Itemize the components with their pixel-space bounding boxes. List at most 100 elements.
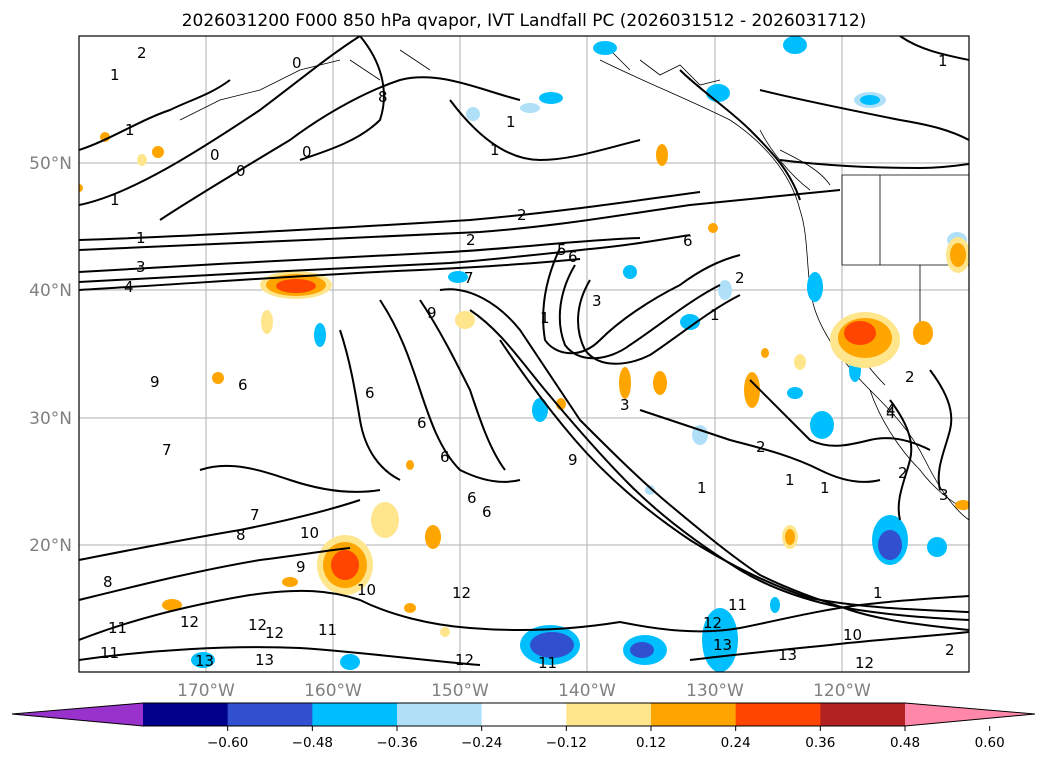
contour-label: 2 (137, 44, 147, 62)
contour-label: 13 (255, 651, 274, 669)
colorbar-segment (143, 703, 229, 726)
contour-label: 2 (905, 368, 915, 386)
contour-label: 7 (162, 441, 172, 459)
contour-label: 2 (898, 464, 908, 482)
colorbar-segment (397, 703, 483, 726)
contour-label: 3 (136, 258, 146, 276)
vapor-contours (79, 36, 969, 666)
colorbar-segment (481, 703, 567, 726)
contour-label: 10 (300, 524, 319, 542)
contour-label: 9 (150, 373, 160, 391)
contour-label: 1 (136, 229, 146, 247)
contour-label: 12 (265, 624, 284, 642)
contour-label: 11 (538, 654, 557, 672)
map-title: 2026031200 F000 850 hPa qvapor, IVT Land… (182, 11, 867, 31)
contour-label: 6 (238, 376, 248, 394)
contour-label: 2 (466, 231, 476, 249)
positive-correlation-shading (79, 132, 969, 637)
contour-label: 12 (855, 654, 874, 672)
contour-label: 1 (540, 309, 550, 327)
contour-label: 1 (110, 66, 120, 84)
contour-label: 1 (873, 584, 883, 602)
contour-label: 4 (886, 401, 896, 419)
colorbar-extend-high (905, 703, 1035, 726)
contour-label: 1 (490, 141, 500, 159)
colorbar-tick-label: 0.36 (805, 735, 835, 751)
colorbar-segment (651, 703, 737, 726)
contour-label: 2 (756, 438, 766, 456)
contour-label: 7 (464, 269, 474, 287)
map-panel: 2 1 1 0 0 0 1 1 2 1 1 2 5 6 6 3 4 7 2 1 (78, 35, 970, 673)
contour-label: 1 (820, 479, 830, 497)
colorbar-extend-low (12, 703, 143, 726)
contour-label: 1 (697, 479, 707, 497)
colorbar-tick-label: −0.60 (207, 735, 248, 751)
lat-label: 30°N (29, 409, 72, 429)
contour-label: 2 (735, 269, 745, 287)
contour-label: 8 (103, 573, 113, 591)
colorbar-tick-label: −0.36 (376, 735, 417, 751)
lon-label: 170°W (177, 681, 235, 701)
contour-label: 0 (236, 162, 246, 180)
contour-label: 6 (467, 489, 477, 507)
contour-label: 0 (292, 54, 302, 72)
contour-label: 1 (710, 306, 720, 324)
contour-label: 11 (728, 596, 747, 614)
contour-labels: 2 1 1 0 0 0 1 1 2 1 1 2 5 6 6 3 4 7 2 1 (100, 44, 955, 672)
contour-label: 1 (506, 113, 516, 131)
contour-label: 1 (110, 191, 120, 209)
contour-label: 3 (592, 292, 602, 310)
contour-label: 1 (938, 52, 948, 70)
contour-label: 1 (125, 121, 135, 139)
contour-label: 2 (517, 206, 527, 224)
contour-label: 6 (417, 414, 427, 432)
contour-label: 3 (939, 486, 949, 504)
contour-label: 1 (785, 471, 795, 489)
contour-label: 0 (302, 143, 312, 161)
contour-label: 11 (108, 619, 127, 637)
contour-label: 13 (713, 636, 732, 654)
contour-label: 0 (210, 146, 220, 164)
lon-label: 120°W (813, 681, 871, 701)
contour-label: 6 (568, 248, 578, 266)
contour-label: 12 (180, 613, 199, 631)
negative-correlation-shading (191, 36, 967, 672)
contour-label: 2 (945, 641, 955, 659)
colorbar-tick-label: 0.48 (890, 735, 920, 751)
colorbar-tick-label: −0.24 (461, 735, 502, 751)
contour-label: 13 (195, 652, 214, 670)
contour-label: 9 (296, 558, 306, 576)
contour-label: 13 (778, 646, 797, 664)
contour-label: 12 (452, 584, 471, 602)
map-frame (78, 35, 970, 673)
colorbar-outline (11, 702, 1036, 727)
colorbar-tick-label: −0.48 (292, 735, 333, 751)
colorbar-tick-label: 0.24 (721, 735, 751, 751)
lon-label: 150°W (431, 681, 489, 701)
latitude-labels: 50°N 40°N 30°N 20°N (29, 154, 72, 556)
lon-label: 130°W (686, 681, 744, 701)
lat-label: 40°N (29, 281, 72, 301)
lon-label: 140°W (558, 681, 616, 701)
contour-label: 8 (378, 88, 388, 106)
contour-label: 6 (365, 384, 375, 402)
colorbar-segment (820, 703, 906, 726)
colorbar: −0.60 −0.48 −0.36 −0.24 −0.12 0.12 0.24 0.36 0.4… (11, 702, 1036, 751)
contour-label: 9 (568, 451, 578, 469)
contour-label: 6 (440, 448, 450, 466)
contour-label: 12 (455, 651, 474, 669)
contour-label: 11 (100, 644, 119, 662)
contour-label: 5 (557, 241, 567, 259)
colorbar-ticks: −0.60 −0.48 −0.36 −0.24 −0.12 0.12 0.24 0.36 0.4… (207, 726, 1005, 751)
colorbar-segment (227, 703, 313, 726)
colorbar-segment (566, 703, 652, 726)
lat-label: 50°N (29, 154, 72, 174)
contour-label: 9 (427, 304, 437, 322)
contour-label: 6 (482, 503, 492, 521)
colorbar-segments (12, 703, 1035, 726)
colorbar-tick-label: 0.12 (636, 735, 666, 751)
colorbar-segment (312, 703, 398, 726)
contour-label: 4 (124, 278, 134, 296)
lat-label: 20°N (29, 536, 72, 556)
